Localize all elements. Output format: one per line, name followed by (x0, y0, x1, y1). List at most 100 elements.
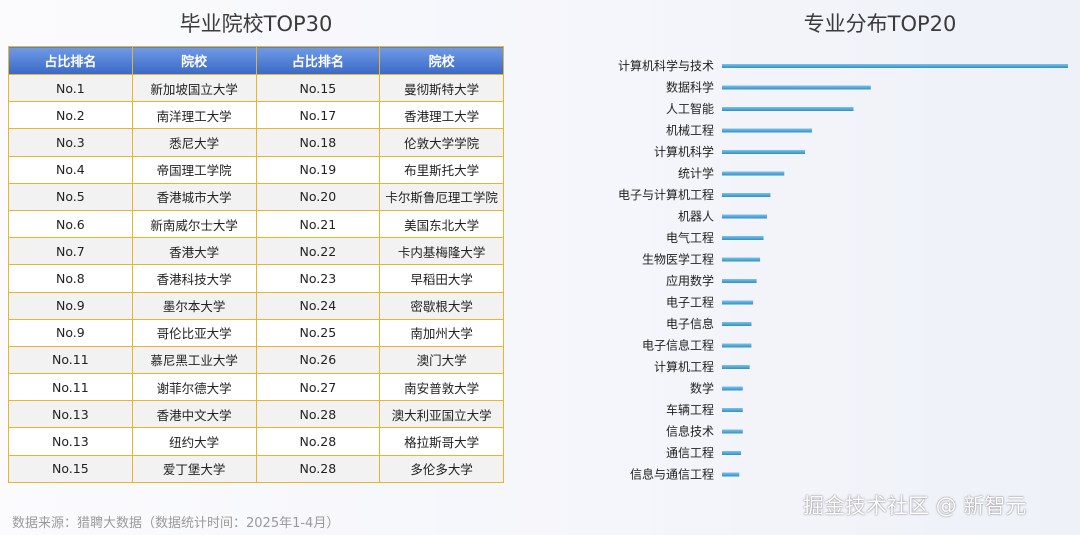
rank-cell: No.4 (8, 155, 133, 184)
rank-cell: No.3 (8, 128, 133, 157)
school-cell: 卡尔斯鲁厄理工学院 (379, 182, 504, 211)
rank-cell: No.21 (255, 209, 381, 239)
school-cell: 纽约大学 (131, 427, 257, 456)
watermark: 掘金技术社区 @ 新智元 (803, 494, 1027, 518)
table-row: No.6 新南威尔士大学 No.21 美国东北大学 (8, 209, 504, 239)
bar (722, 214, 767, 219)
school-cell: 墨尔本大学 (131, 291, 257, 320)
rank-cell: No.11 (8, 345, 133, 375)
school-cell: 爱丁堡大学 (131, 454, 257, 483)
school-cell: 早稻田大学 (379, 264, 504, 293)
rank-cell: No.24 (255, 291, 381, 320)
school-cell: 香港中文大学 (131, 400, 257, 429)
rank-cell: No.2 (8, 101, 133, 130)
rank-cell: No.9 (8, 318, 133, 347)
category-label: 信息技术 (666, 424, 714, 439)
bar (722, 300, 754, 305)
table-row: No.13 香港中文大学 No.28 澳大利亚国立大学 (8, 400, 504, 429)
bar (722, 107, 854, 111)
bar (722, 64, 1068, 68)
rank-cell: No.26 (255, 345, 381, 375)
table-row: No.9 墨尔本大学 No.24 密歇根大学 (8, 291, 504, 320)
table-row: No.8 香港科技大学 No.23 早稻田大学 (8, 264, 504, 293)
bar (722, 257, 761, 262)
category-label: 数学 (690, 381, 714, 396)
school-cell: 哥伦比亚大学 (131, 318, 257, 347)
school-cell: 悉尼大学 (131, 128, 257, 157)
table-row: No.1 新加坡国立大学 No.15 曼彻斯特大学 (8, 73, 504, 103)
header-rank-right: 占比排名 (255, 46, 381, 75)
school-cell: 曼彻斯特大学 (379, 73, 504, 103)
school-cell: 澳大利亚国立大学 (379, 400, 504, 429)
bar (722, 451, 742, 455)
school-cell: 澳门大学 (379, 345, 504, 375)
school-cell: 香港科技大学 (131, 264, 257, 293)
category-label: 电子工程 (666, 295, 714, 310)
bar (722, 343, 752, 348)
category-label: 电气工程 (666, 230, 714, 245)
table-row: No.15 爱丁堡大学 No.28 多伦多大学 (8, 454, 504, 483)
rank-cell: No.13 (8, 427, 133, 456)
rank-cell: No.20 (255, 182, 381, 211)
school-cell: 南加州大学 (379, 318, 504, 347)
rank-cell: No.11 (8, 373, 133, 402)
rank-cell: No.22 (255, 237, 381, 266)
bar (722, 472, 740, 477)
school-cell: 密歇根大学 (379, 291, 504, 320)
school-cell: 帝国理工学院 (131, 155, 257, 184)
category-label: 计算机科学 (654, 144, 714, 159)
bar (722, 171, 785, 176)
bar (722, 279, 757, 283)
table-header-row: 占比排名 院校 占比排名 院校 (8, 46, 504, 75)
rank-cell: No.15 (255, 73, 381, 103)
school-cell: 慕尼黑工业大学 (131, 345, 257, 375)
bar (722, 408, 743, 412)
category-label: 电子信息 (666, 316, 714, 331)
table-row: No.9 哥伦比亚大学 No.25 南加州大学 (8, 318, 504, 347)
bar (722, 85, 871, 90)
table-row: No.5 香港城市大学 No.20 卡尔斯鲁厄理工学院 (8, 182, 504, 211)
table-row: No.11 慕尼黑工业大学 No.26 澳门大学 (8, 345, 504, 375)
bar (722, 193, 771, 197)
rank-cell: No.9 (8, 291, 133, 320)
school-cell: 布里斯托大学 (379, 155, 504, 184)
rank-cell: No.7 (8, 237, 133, 266)
university-ranking-table: 占比排名 院校 占比排名 院校 No.1 新加坡国立大学 No.15 曼彻斯特大学 No… (8, 46, 504, 483)
rank-cell: No.6 (8, 209, 133, 239)
major-distribution-chart: 计算机科学与技术数据科学人工智能机械工程计算机科学统计学电子与计算机工程机器人电… (618, 58, 1068, 482)
rank-cell: No.27 (255, 373, 381, 402)
bar (722, 236, 764, 240)
school-cell: 香港大学 (131, 237, 257, 266)
rank-cell: No.25 (255, 318, 381, 347)
category-label: 计算机科学与技术 (618, 58, 714, 73)
school-cell: 格拉斯哥大学 (379, 427, 504, 456)
school-cell: 美国东北大学 (379, 209, 504, 239)
category-label: 机器人 (678, 210, 714, 224)
rank-cell: No.1 (8, 73, 133, 103)
table-title: 毕业院校TOP30 (179, 12, 333, 36)
bar (722, 128, 812, 133)
table-row: No.7 香港大学 No.22 卡内基梅隆大学 (8, 237, 504, 266)
school-cell: 香港理工大学 (379, 101, 504, 130)
school-cell: 南洋理工大学 (131, 101, 257, 130)
category-label: 生物医学工程 (642, 252, 714, 267)
school-cell: 南安普敦大学 (379, 373, 504, 402)
school-cell: 香港城市大学 (131, 182, 257, 211)
chart-title: 专业分布TOP20 (803, 12, 957, 36)
table-row: No.13 纽约大学 No.28 格拉斯哥大学 (8, 427, 504, 456)
school-cell: 新加坡国立大学 (131, 73, 257, 103)
category-label: 信息与通信工程 (630, 467, 714, 482)
school-cell: 新南威尔士大学 (131, 209, 257, 239)
bar (722, 386, 743, 391)
category-label: 通信工程 (666, 445, 714, 460)
rank-cell: No.18 (255, 128, 381, 157)
rank-cell: No.13 (8, 400, 133, 429)
category-label: 人工智能 (666, 101, 714, 116)
rank-cell: No.28 (255, 454, 381, 483)
category-label: 机械工程 (666, 123, 714, 138)
category-label: 统计学 (678, 166, 714, 181)
school-cell: 伦敦大学学院 (379, 128, 504, 157)
table-row: No.2 南洋理工大学 No.17 香港理工大学 (8, 101, 504, 130)
table-row: No.3 悉尼大学 No.18 伦敦大学学院 (8, 128, 504, 157)
bar (722, 150, 806, 154)
